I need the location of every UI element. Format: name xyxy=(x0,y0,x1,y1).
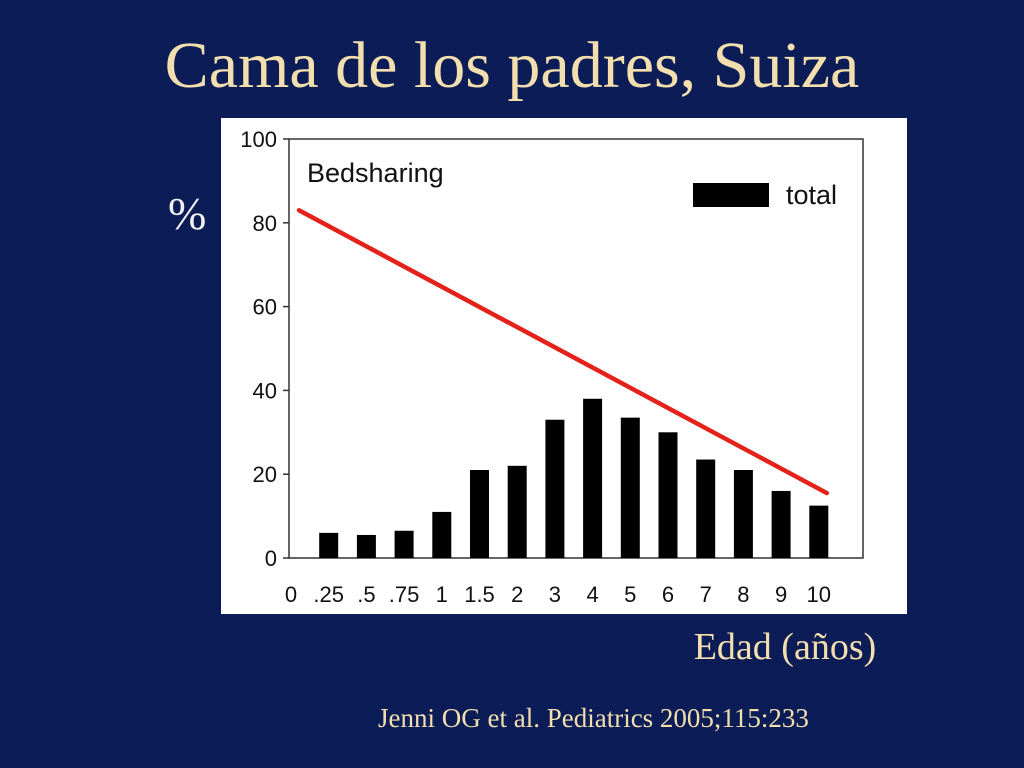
bar-.5 xyxy=(356,534,376,558)
x-tick-label-14: 10 xyxy=(807,582,831,607)
trend-line xyxy=(296,207,830,496)
bedsharing-chart: Bedsharing total 0 20 40 60 80 100 0 .25 .5 .75 1… xyxy=(240,127,864,607)
bar-6 xyxy=(658,432,678,558)
x-tick-label-0: 0 xyxy=(285,582,297,607)
chart-title: Bedsharing xyxy=(307,158,444,188)
x-tick-label-9: 5 xyxy=(624,582,636,607)
x-tick-label-7: 3 xyxy=(549,582,561,607)
plot-frame xyxy=(288,138,864,559)
y-tick-label-60: 60 xyxy=(253,295,277,320)
bar-3 xyxy=(545,419,565,558)
x-tick-label-12: 8 xyxy=(737,582,749,607)
bar-1 xyxy=(432,511,452,558)
bar-1.5 xyxy=(470,470,489,558)
y-tick-label-20: 20 xyxy=(253,462,277,487)
bar-.75 xyxy=(394,530,414,558)
slide-title: Cama de los padres, Suiza xyxy=(164,29,860,102)
bar-.25 xyxy=(319,532,339,558)
bar-4 xyxy=(583,398,603,558)
y-tick-label-40: 40 xyxy=(253,378,277,403)
chart-panel: Bedsharing total 0 20 40 60 80 100 0 .25 .5 .75 1… xyxy=(221,118,907,614)
y-unit-label: % xyxy=(168,188,207,239)
x-tick-label-6: 2 xyxy=(511,582,523,607)
y-tick-label-80: 80 xyxy=(253,211,277,236)
bar-5 xyxy=(620,417,640,558)
x-tick-label-10: 6 xyxy=(662,582,674,607)
y-tick-label-100: 100 xyxy=(240,127,277,152)
x-axis-caption: Edad (años) xyxy=(693,626,877,668)
legend-swatch xyxy=(693,183,769,207)
citation: Jenni OG et al. Pediatrics 2005;115:233 xyxy=(378,703,809,733)
x-tick-label-4: 1 xyxy=(436,582,448,607)
x-tick-label-5: 1.5 xyxy=(464,582,495,607)
x-tick-label-2: .5 xyxy=(357,582,375,607)
x-tick-label-13: 9 xyxy=(775,582,787,607)
x-tick-label-11: 7 xyxy=(700,582,712,607)
x-tick-label-1: .25 xyxy=(313,582,344,607)
bar-9 xyxy=(771,490,791,558)
bar-10 xyxy=(809,505,829,558)
x-tick-label-3: .75 xyxy=(389,582,420,607)
legend-label-total: total xyxy=(786,180,837,210)
y-tick-label-0: 0 xyxy=(265,546,277,571)
x-tick-label-8: 4 xyxy=(586,582,598,607)
bar-2 xyxy=(507,465,527,558)
bar-7 xyxy=(696,459,716,558)
bar-8 xyxy=(733,470,753,558)
